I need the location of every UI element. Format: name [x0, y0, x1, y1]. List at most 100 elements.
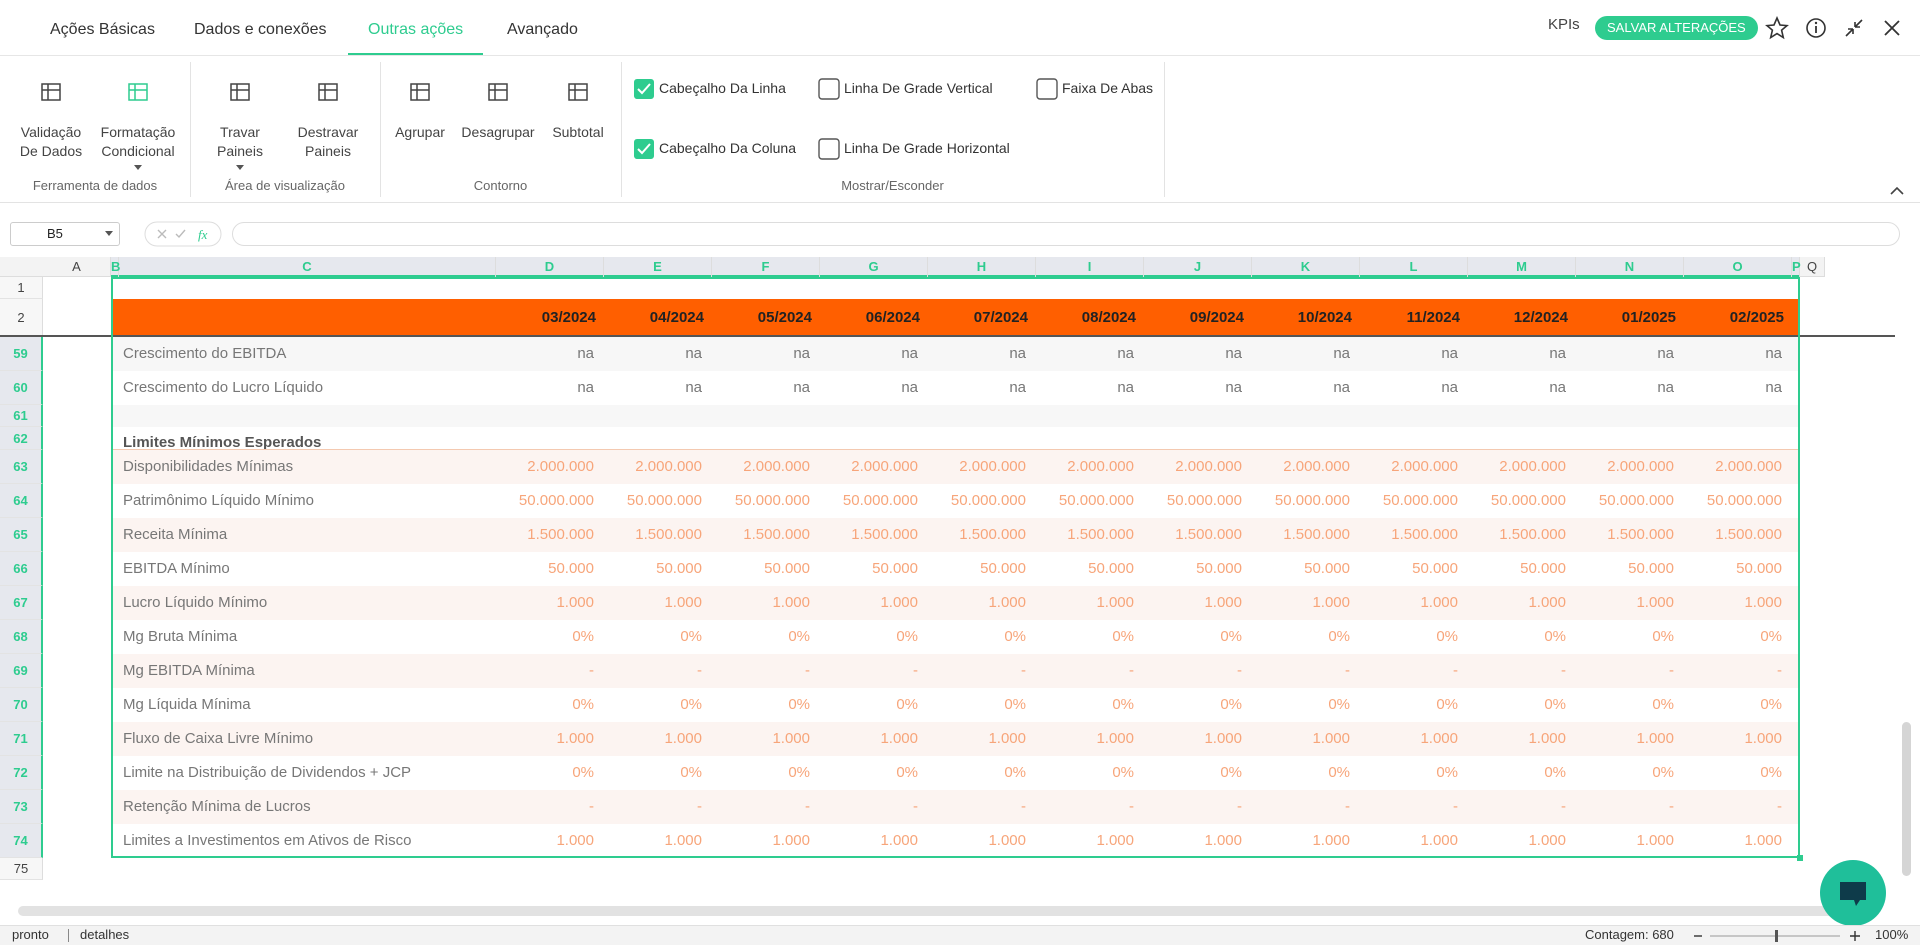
cell-value[interactable]: 0%	[1436, 764, 1458, 781]
tab[interactable]: Dados e conexões	[194, 21, 327, 38]
cell-value[interactable]: 2.000.000	[743, 458, 810, 475]
cell-value[interactable]: 0%	[1544, 696, 1566, 713]
cell-value[interactable]: -	[1345, 662, 1350, 679]
ribbon-button-label[interactable]: Desagrupar	[461, 124, 535, 140]
cell-value[interactable]: 0%	[1328, 628, 1350, 645]
cell-value[interactable]: 1.000	[1096, 594, 1134, 611]
cell-value[interactable]: 0%	[1004, 764, 1026, 781]
cell-value[interactable]: 1.500.000	[959, 526, 1026, 543]
cell-value[interactable]: na	[1009, 345, 1026, 362]
ribbon-icon[interactable]	[39, 81, 63, 105]
cell-value[interactable]: -	[1561, 662, 1566, 679]
row-header[interactable]: 70	[0, 688, 43, 722]
cell-value[interactable]: 1.000	[988, 832, 1026, 849]
tab[interactable]: Avançado	[507, 21, 578, 38]
column-header[interactable]: I	[1036, 257, 1144, 277]
cell-value[interactable]: 1.000	[1204, 594, 1242, 611]
ribbon-button-label[interactable]: Agrupar	[395, 124, 445, 140]
cell-value[interactable]: 1.000	[1420, 594, 1458, 611]
cell-value[interactable]: 1.000	[664, 832, 702, 849]
cell-value[interactable]: -	[1453, 798, 1458, 815]
row-label[interactable]: Fluxo de Caixa Livre Mínimo	[123, 730, 314, 747]
row-label[interactable]: Crescimento do EBITDA	[123, 345, 287, 362]
cell-value[interactable]: 1.000	[556, 832, 594, 849]
cell-value[interactable]: 1.000	[772, 730, 810, 747]
row-header[interactable]: 59	[0, 337, 43, 371]
cell-value[interactable]: 1.000	[1744, 832, 1782, 849]
cell-value[interactable]: 50.000.000	[1706, 492, 1782, 509]
cell-value[interactable]: na	[1657, 379, 1674, 396]
collapse-ribbon[interactable]	[1890, 186, 1904, 196]
cell-value[interactable]: -	[1669, 662, 1674, 679]
cell-value[interactable]: na	[1657, 345, 1674, 362]
ribbon-icon[interactable]	[566, 81, 590, 105]
row-header[interactable]: 73	[0, 790, 43, 824]
ribbon-button-label[interactable]: Formatação	[100, 124, 176, 140]
cell-value[interactable]: 0%	[572, 628, 594, 645]
column-header[interactable]: F	[712, 257, 820, 277]
cell-value[interactable]: 0%	[1436, 628, 1458, 645]
cell-value[interactable]: 1.500.000	[527, 526, 594, 543]
cell-value[interactable]: 1.000	[1528, 832, 1566, 849]
zoom-slider[interactable]	[1690, 928, 1860, 944]
column-header[interactable]: E	[604, 257, 712, 277]
cell-value[interactable]: 0%	[572, 696, 594, 713]
cell-value[interactable]: na	[1117, 379, 1134, 396]
cell-value[interactable]: 50.000.000	[1166, 492, 1242, 509]
row-label[interactable]: Crescimento do Lucro Líquido	[123, 379, 324, 396]
cell-value[interactable]: 1.500.000	[1283, 526, 1350, 543]
cell-value[interactable]: na	[1117, 345, 1134, 362]
cell-value[interactable]: 0%	[896, 628, 918, 645]
cell-value[interactable]: 0%	[1544, 764, 1566, 781]
ribbon-button-label[interactable]: Validação	[20, 124, 82, 140]
row-header[interactable]: 71	[0, 722, 43, 756]
row-label[interactable]: Mg EBITDA Mínima	[123, 662, 255, 679]
formula-input[interactable]	[232, 222, 1900, 246]
cell-value[interactable]: 0%	[680, 628, 702, 645]
horizontal-scrollbar[interactable]	[18, 906, 1850, 916]
cell-value[interactable]: na	[1441, 345, 1458, 362]
column-header[interactable]: B	[111, 257, 120, 277]
cell-value[interactable]: 1.000	[556, 730, 594, 747]
checkbox[interactable]	[818, 78, 840, 100]
cell-value[interactable]: -	[1669, 798, 1674, 815]
cell-value[interactable]: -	[805, 662, 810, 679]
cell-value[interactable]: 1.000	[664, 730, 702, 747]
cell-value[interactable]: 0%	[1652, 696, 1674, 713]
cell-value[interactable]: 1.000	[1744, 594, 1782, 611]
column-header[interactable]: M	[1468, 257, 1576, 277]
checkbox-label[interactable]: Cabeçalho Da Coluna	[659, 140, 796, 156]
kpis-link[interactable]: KPIs	[1548, 16, 1580, 33]
cell-value[interactable]: 0%	[1220, 628, 1242, 645]
cell-value[interactable]: 1.500.000	[1715, 526, 1782, 543]
cell-value[interactable]: -	[1021, 798, 1026, 815]
formula-actions[interactable]: fx	[144, 221, 222, 247]
cell-value[interactable]: 2.000.000	[959, 458, 1026, 475]
cell-value[interactable]: 2.000.000	[851, 458, 918, 475]
cell-value[interactable]: 1.000	[1420, 832, 1458, 849]
cell-value[interactable]: 1.000	[1204, 832, 1242, 849]
cell-value[interactable]: -	[589, 798, 594, 815]
cell-value[interactable]: -	[1777, 798, 1782, 815]
collapse-icon[interactable]	[1842, 16, 1866, 40]
checkbox-label[interactable]: Linha De Grade Vertical	[844, 80, 993, 96]
cell-value[interactable]: 50.000	[1736, 560, 1782, 577]
cell-value[interactable]: 1.500.000	[743, 526, 810, 543]
row-label[interactable]: Retenção Mínima de Lucros	[123, 798, 311, 815]
cell-value[interactable]: na	[685, 379, 702, 396]
cell-value[interactable]: 0%	[1436, 696, 1458, 713]
cell-value[interactable]: 50.000.000	[518, 492, 594, 509]
cell-value[interactable]: -	[1237, 798, 1242, 815]
cell-value[interactable]: 1.500.000	[1067, 526, 1134, 543]
column-header[interactable]: Q	[1800, 257, 1825, 277]
cell-value[interactable]: na	[793, 379, 810, 396]
cell-value[interactable]: na	[793, 345, 810, 362]
row-header[interactable]: 66	[0, 552, 43, 586]
ribbon-button-label[interactable]: Destravar	[297, 124, 359, 140]
cell-value[interactable]: 1.500.000	[1499, 526, 1566, 543]
cell-value[interactable]: 1.000	[556, 594, 594, 611]
cell-value[interactable]: na	[901, 345, 918, 362]
column-header[interactable]: K	[1252, 257, 1360, 277]
cell-value[interactable]: 1.000	[1420, 730, 1458, 747]
cell-value[interactable]: -	[1237, 662, 1242, 679]
